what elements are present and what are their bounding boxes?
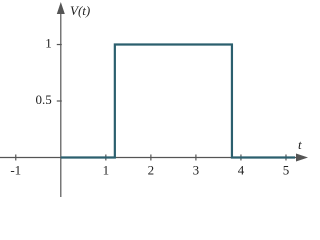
chart: V(t) t -1 1 2 3 4 5 0.5 1 <box>0 2 308 197</box>
x-tick-label: 5 <box>283 162 290 177</box>
x-tick-label: -1 <box>10 162 21 177</box>
y-tick-label: 0.5 <box>36 92 52 107</box>
x-axis-arrow <box>296 153 308 162</box>
x-tick-label: 4 <box>238 162 245 177</box>
y-axis-arrow <box>56 2 65 14</box>
x-tick-label: 2 <box>148 162 155 177</box>
x-tick-label: 3 <box>193 162 200 177</box>
line <box>60 43 295 159</box>
x-axis-label: t <box>298 137 302 152</box>
x-tick-label: 1 <box>103 162 110 177</box>
y-tick-label: 1 <box>45 36 52 51</box>
y-axis-label: V(t) <box>70 3 90 18</box>
